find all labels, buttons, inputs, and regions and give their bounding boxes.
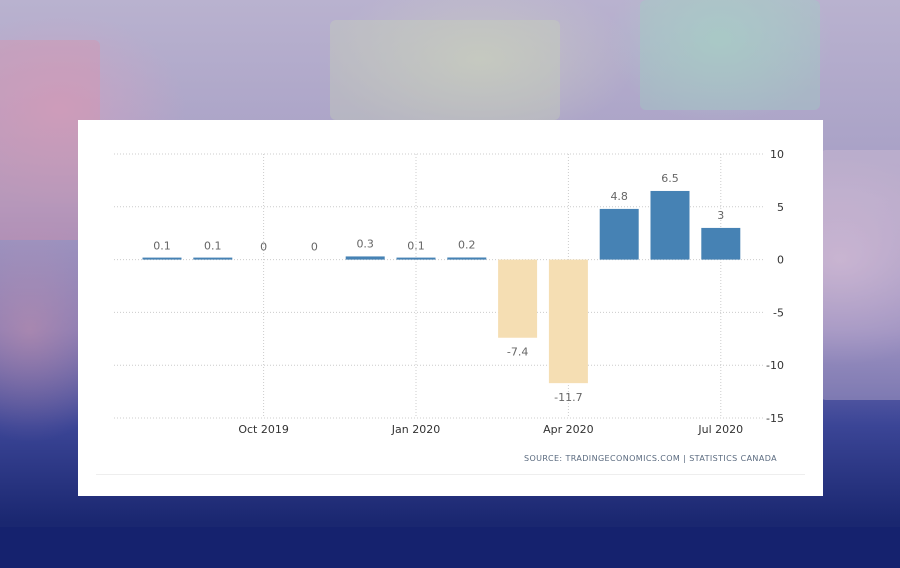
bar[interactable] [650, 190, 690, 260]
bar[interactable] [447, 257, 487, 260]
bar-value-label: -7.4 [507, 346, 528, 359]
y-axis: 10 5 0 -5 -10 -15 [766, 148, 784, 425]
y-tick-label: 5 [777, 201, 784, 214]
bottom-band [0, 527, 900, 568]
x-tick-label: Jul 2020 [697, 423, 743, 436]
bar[interactable] [193, 257, 233, 260]
banknote-top-center [330, 20, 560, 120]
y-tick-label: -10 [766, 359, 784, 372]
bar[interactable] [396, 257, 436, 260]
bar-value-label: 0.1 [153, 240, 171, 253]
bar-value-label: 0 [260, 241, 267, 254]
bar-value-label: 0.1 [407, 240, 425, 253]
bar-chart: 0.1 0.1 0 0 0.3 0.1 0.2 -7.4 -11.7 4.8 6.5 3 10 5 0 -5… [114, 148, 784, 436]
y-tick-label: -5 [773, 306, 784, 319]
chart-card: 0.1 0.1 0 0 0.3 0.1 0.2 -7.4 -11.7 4.8 6.5 3 10 5 0 -5… [78, 120, 823, 496]
x-tick-label: Apr 2020 [543, 423, 594, 436]
bar-value-label: 3 [717, 209, 724, 222]
source-credit: SOURCE: TRADINGECONOMICS.COM | STATISTIC… [523, 454, 777, 463]
bar-value-label: 0 [311, 241, 318, 254]
bar-value-label: 4.8 [610, 190, 628, 203]
bar-value-label: 0.1 [204, 240, 222, 253]
y-tick-label: -15 [766, 412, 784, 425]
bar[interactable] [142, 257, 182, 260]
bar[interactable] [701, 227, 741, 260]
banknote-top-right [640, 0, 820, 110]
bar-value-label: -11.7 [554, 391, 582, 404]
y-tick-label: 10 [770, 148, 784, 161]
x-axis: Oct 2019 Jan 2020 Apr 2020 Jul 2020 [238, 423, 743, 436]
bar-value-label: 0.2 [458, 238, 476, 251]
banknote-right [820, 150, 900, 400]
bar[interactable] [345, 256, 385, 260]
bar-value-label: 6.5 [661, 172, 679, 185]
x-tick-label: Oct 2019 [238, 423, 289, 436]
bar[interactable] [548, 259, 588, 384]
bar-value-label: 0.3 [356, 237, 374, 250]
bars [142, 190, 741, 384]
y-tick-label: 0 [777, 254, 784, 267]
source-divider [96, 474, 805, 475]
x-tick-label: Jan 2020 [391, 423, 440, 436]
bar[interactable] [498, 259, 538, 338]
value-labels: 0.1 0.1 0 0 0.3 0.1 0.2 -7.4 -11.7 4.8 6.5 3 [153, 172, 724, 404]
bar[interactable] [599, 208, 639, 260]
grid-lines [114, 153, 764, 419]
